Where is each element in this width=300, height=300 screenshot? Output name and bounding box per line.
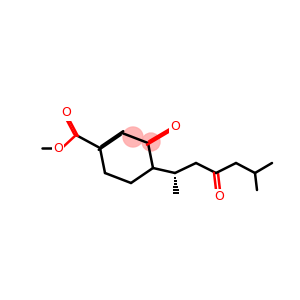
Circle shape: [142, 133, 160, 151]
Text: O: O: [61, 106, 71, 119]
Text: O: O: [170, 121, 180, 134]
Circle shape: [123, 127, 143, 147]
Text: O: O: [53, 142, 63, 155]
Text: O: O: [214, 190, 224, 202]
